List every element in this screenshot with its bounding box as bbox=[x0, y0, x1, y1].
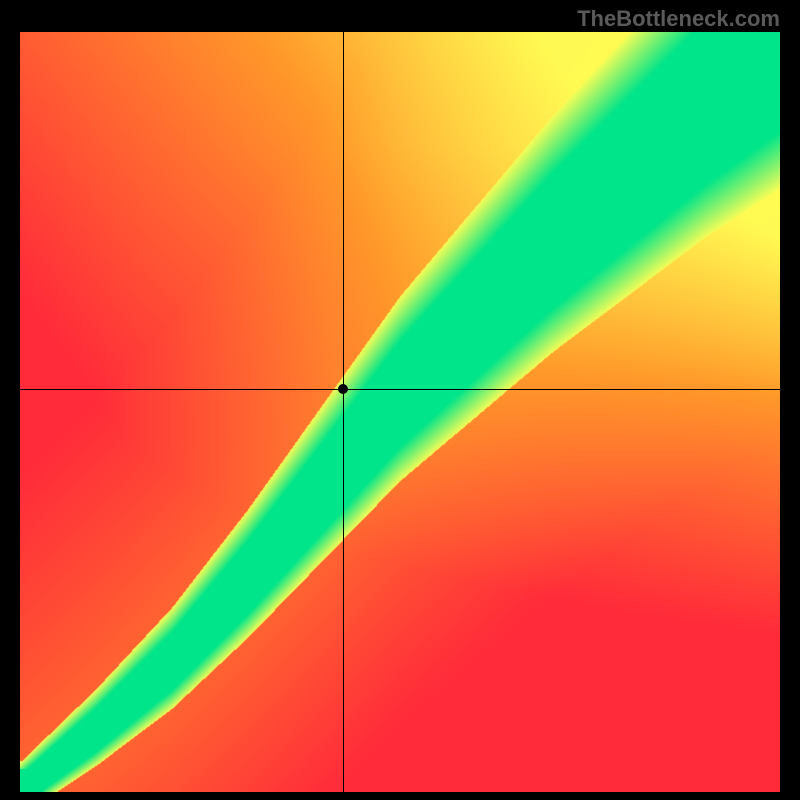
heatmap-canvas bbox=[20, 32, 780, 792]
crosshair-vertical bbox=[343, 32, 344, 792]
watermark-text: TheBottleneck.com bbox=[577, 6, 780, 32]
bottleneck-heatmap bbox=[20, 32, 780, 792]
crosshair-horizontal bbox=[20, 389, 780, 390]
marker-dot bbox=[338, 384, 348, 394]
